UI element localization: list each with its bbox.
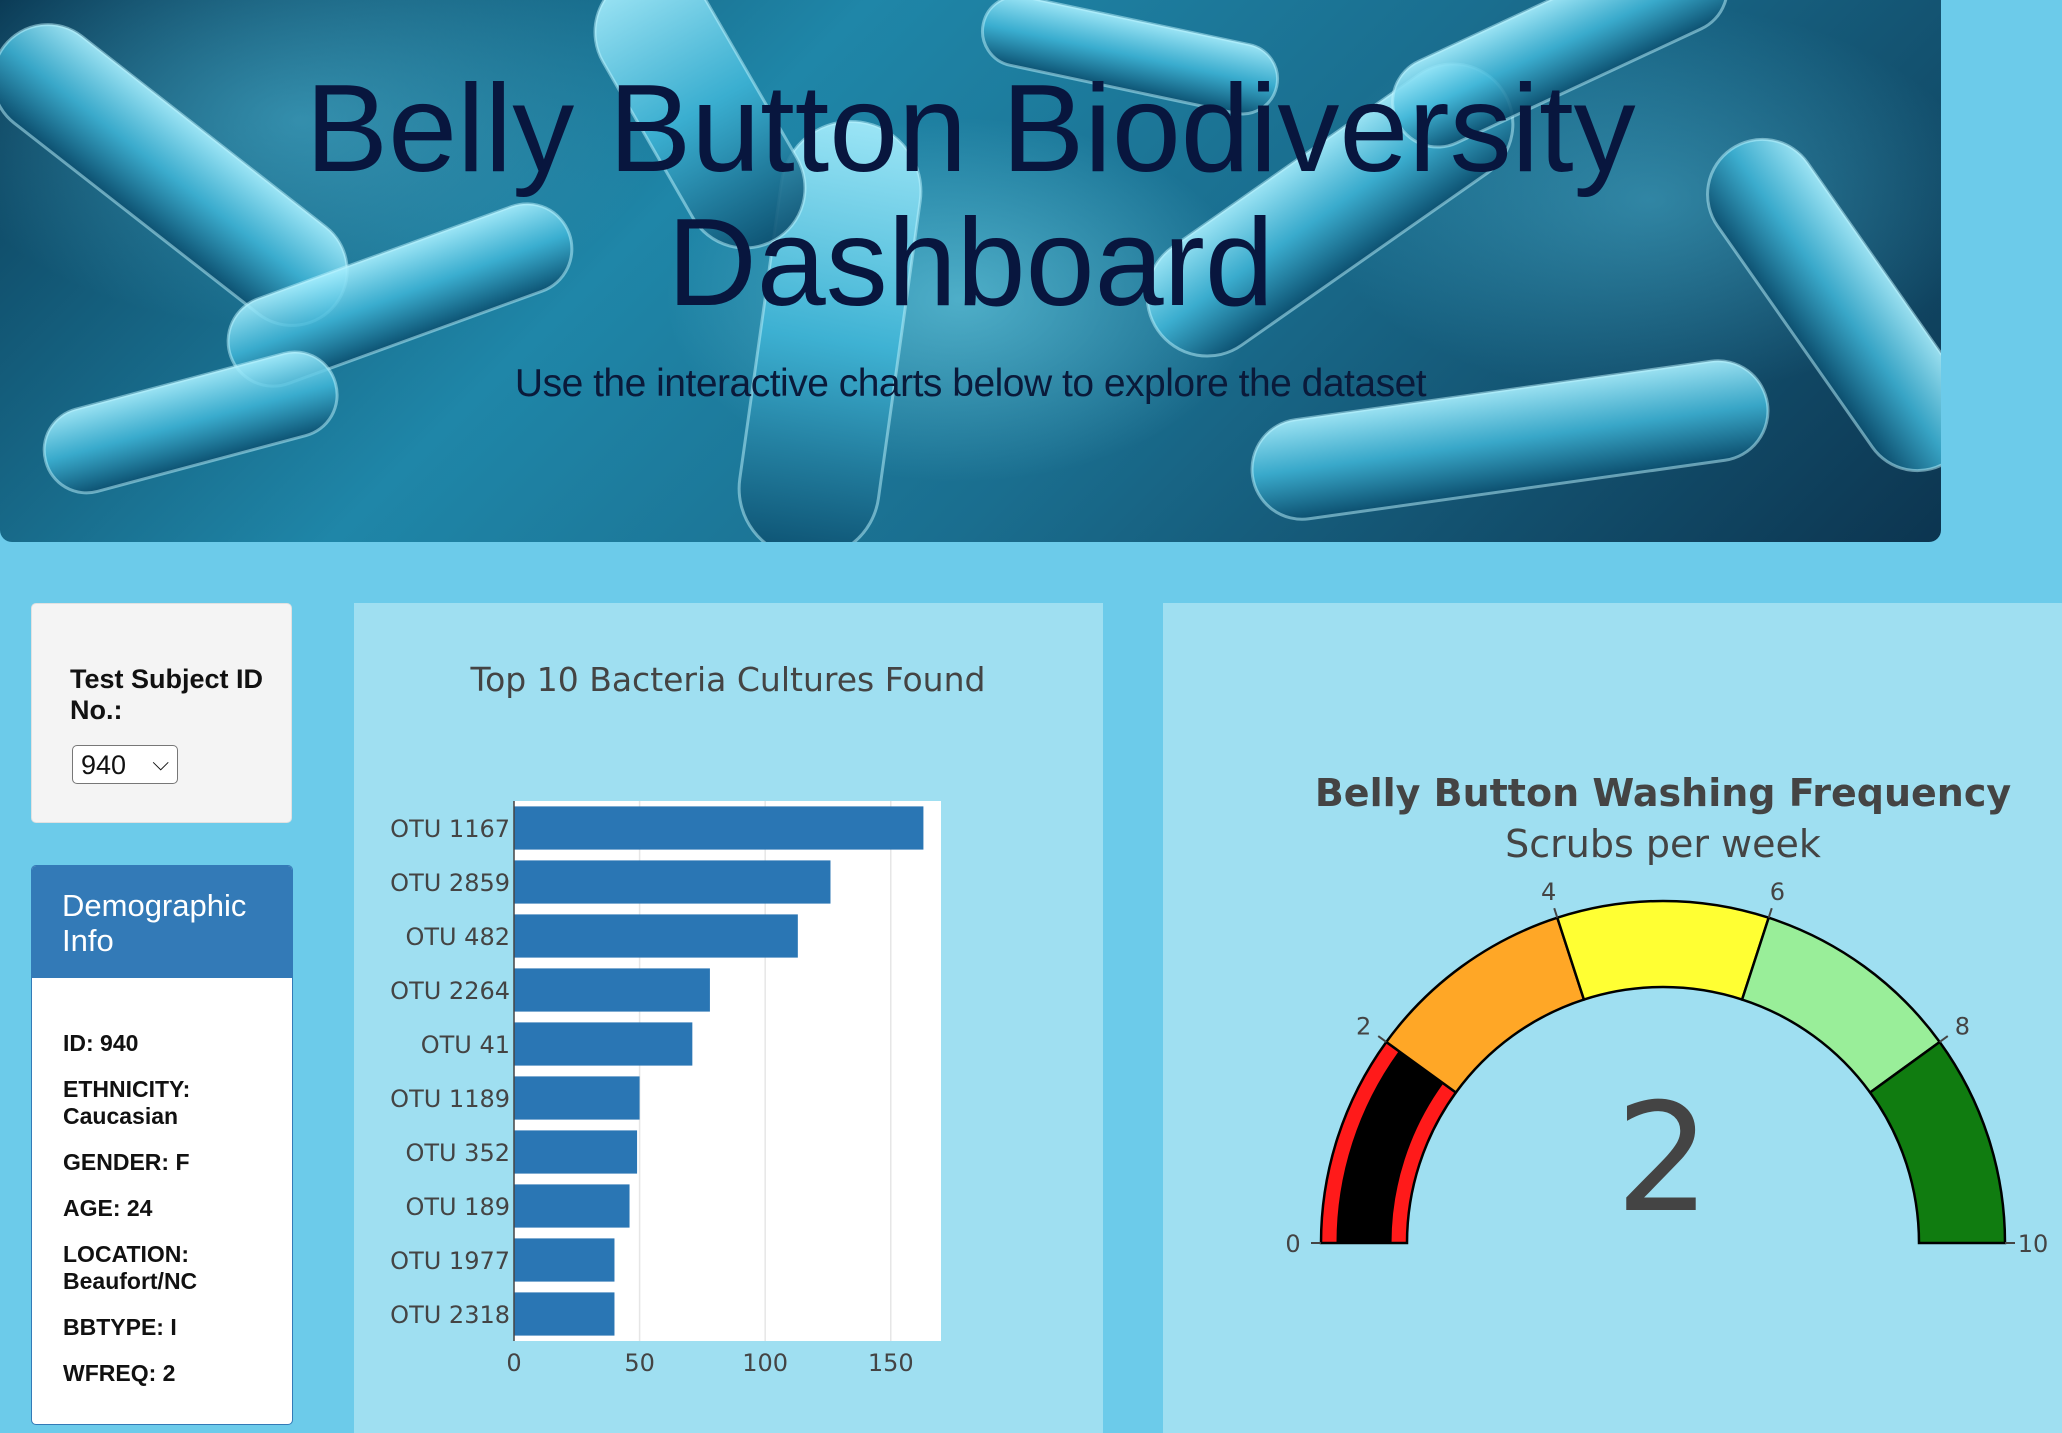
bacteria-background-image — [0, 0, 1941, 542]
bar-y-tick-label: OTU 2859 — [390, 869, 510, 897]
bar-otu-2859[interactable] — [514, 860, 831, 904]
bar-y-tick-label: OTU 352 — [405, 1139, 510, 1167]
gauge-tick-mark — [1377, 1035, 1387, 1043]
chevron-down-icon: ⌵ — [152, 750, 169, 775]
demo-item-gender: GENDER: F — [63, 1149, 190, 1175]
bar-otu-352[interactable] — [514, 1130, 638, 1174]
gauge-chart-panel: Belly Button Washing Frequency Scrubs pe… — [1163, 603, 2062, 1433]
bar-chart[interactable]: Top 10 Bacteria Cultures Found OTU 1167 O… — [354, 603, 1103, 1410]
bar-otu-2318[interactable] — [514, 1292, 615, 1336]
bar-otu-482[interactable] — [514, 914, 798, 958]
bar-otu-1189[interactable] — [514, 1076, 640, 1120]
bar-x-tick-label: 150 — [868, 1349, 914, 1377]
gauge-tick-label: 10 — [2018, 1230, 2049, 1258]
hero-banner: Belly Button Biodiversity Dashboard Use … — [0, 0, 1941, 542]
bar-otu-1977[interactable] — [514, 1238, 615, 1282]
demo-item-age: AGE: 24 — [63, 1195, 153, 1221]
bar-y-tick-label: OTU 1167 — [390, 815, 510, 843]
gauge-value-bar — [1336, 1051, 1444, 1243]
bar-y-tick-label: OTU 2264 — [390, 977, 510, 1005]
bar-y-tick-label: OTU 1977 — [390, 1247, 510, 1275]
demographic-info-panel: Demographic Info ID: 940 ETHNICITY: Cauc… — [31, 865, 293, 1425]
subject-id-dropdown[interactable]: 940 ⌵ — [72, 745, 178, 784]
bar-chart-panel: Top 10 Bacteria Cultures Found OTU 1167 O… — [354, 603, 1103, 1433]
gauge-tick-label: 8 — [1955, 1013, 1970, 1041]
gauge-tick-mark — [1553, 907, 1559, 919]
gauge-value-readout: 2 — [1615, 1072, 1710, 1246]
bar-y-tick-label: OTU 189 — [405, 1193, 510, 1221]
bar-otu-1167[interactable] — [514, 806, 924, 850]
gauge-tick-label: 0 — [1285, 1230, 1300, 1258]
demo-item-wfreq: WFREQ: 2 — [63, 1360, 176, 1386]
bar-otu-2264[interactable] — [514, 968, 710, 1012]
gauge-tick-mark — [1767, 907, 1773, 919]
gauge-step-4-6 — [1555, 899, 1771, 1002]
bar-y-tick-label: OTU 482 — [405, 923, 510, 951]
bar-y-tick-label: OTU 1189 — [390, 1085, 510, 1113]
subject-id-selected-value: 940 — [81, 750, 127, 780]
subject-selector-well: Test Subject ID No.: 940 ⌵ — [31, 603, 292, 823]
demo-item-id: ID: 940 — [63, 1030, 139, 1056]
bar-x-tick-label: 100 — [742, 1349, 788, 1377]
bar-y-tick-label: OTU 41 — [421, 1031, 510, 1059]
gauge-subtitle: Scrubs per week — [1505, 822, 1821, 866]
demographic-info-heading: Demographic Info — [32, 866, 292, 978]
bar-y-tick-label: OTU 2318 — [390, 1301, 510, 1329]
gauge-chart[interactable]: Belly Button Washing Frequency Scrubs pe… — [1163, 603, 2062, 1410]
bar-chart-title: Top 10 Bacteria Cultures Found — [470, 660, 986, 699]
bar-otu-41[interactable] — [514, 1022, 693, 1066]
demo-item-location: LOCATION: Beaufort/NC — [63, 1241, 198, 1294]
gauge-tick-label: 4 — [1541, 878, 1556, 906]
page-subtitle: Use the interactive charts below to expl… — [514, 362, 1427, 405]
bar-otu-189[interactable] — [514, 1184, 630, 1228]
gauge-tick-mark — [1939, 1035, 1949, 1043]
gauge-step-8-10 — [1868, 1040, 2007, 1245]
bar-x-tick-label: 0 — [506, 1349, 521, 1377]
demographic-info-list: ID: 940 ETHNICITY: Caucasian GENDER: F A… — [63, 1030, 283, 1406]
demo-item-ethnicity: ETHNICITY: Caucasian — [63, 1076, 191, 1129]
gauge-tick-label: 2 — [1356, 1013, 1371, 1041]
gauge-title: Belly Button Washing Frequency — [1315, 771, 2012, 815]
page-title: Belly Button Biodiversity Dashboard — [305, 60, 1636, 332]
demo-item-bbtype: BBTYPE: I — [63, 1314, 177, 1340]
subject-selector-label: Test Subject ID No.: — [70, 664, 264, 725]
gauge-tick-label: 6 — [1770, 878, 1785, 906]
bar-x-tick-label: 50 — [624, 1349, 655, 1377]
